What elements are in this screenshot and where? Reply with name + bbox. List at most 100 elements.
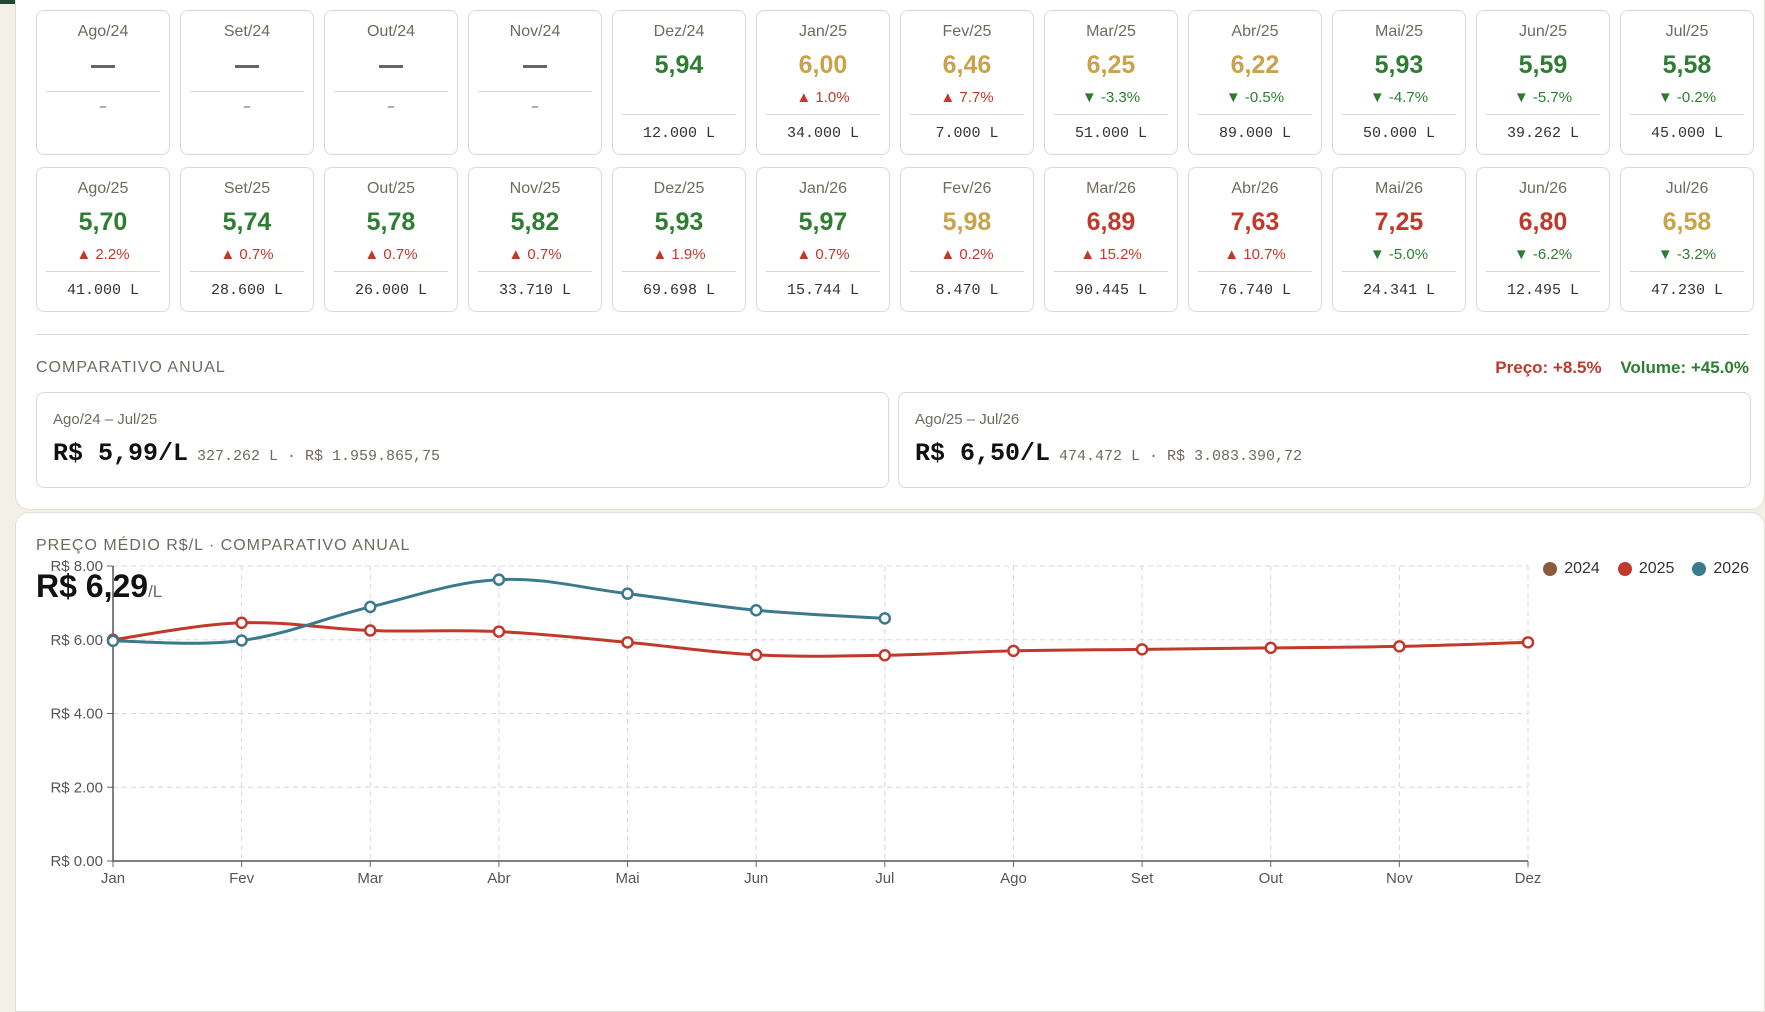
period-avg-price: R$ 6,50/L: [915, 439, 1051, 468]
x-tick-label: Jul: [875, 870, 894, 887]
month-label: Jul/26: [1665, 180, 1709, 197]
month-price: 7,63: [1230, 208, 1280, 236]
y-tick-label: R$ 2.00: [50, 779, 103, 796]
month-price: 6,89: [1086, 208, 1136, 236]
triangle-up-icon: ▲: [1080, 246, 1100, 263]
month-label: Jun/25: [1518, 23, 1568, 40]
data-point-2026: [878, 612, 892, 625]
month-cards-row-1: Ago/24 – Set/24 – Out/24 – Nov/24 – Dez/24 5,94 12…: [36, 10, 1754, 155]
annual-summary: Preço: +8.5% Volume: +45.0%: [1495, 358, 1749, 378]
month-card: Set/24 –: [180, 10, 314, 155]
change-percent: 0.7%: [815, 246, 850, 263]
data-point-2026: [749, 604, 763, 617]
card-divider: [1198, 271, 1312, 272]
period-avg-price: R$ 5,99/L: [53, 439, 189, 468]
card-divider: [1486, 114, 1600, 115]
month-card: Abr/25 6,22 ▼ -0.5% 89.000 L: [1188, 10, 1322, 155]
month-card: Jun/26 6,80 ▼ -6.2% 12.495 L: [1476, 167, 1610, 312]
empty-dash-icon: [91, 64, 115, 68]
triangle-down-icon: ▼: [1513, 89, 1533, 106]
triangle-up-icon: ▲: [220, 246, 240, 263]
y-tick-label: R$ 0.00: [50, 853, 103, 870]
empty-dash-icon: [235, 64, 259, 68]
change-percent: 1.0%: [815, 89, 850, 106]
data-point-2026: [235, 634, 248, 647]
month-label: Out/24: [366, 23, 416, 40]
month-price: 6,58: [1662, 208, 1712, 236]
series-line-2025: [112, 621, 1529, 658]
month-volume: 47.230 L: [1650, 282, 1723, 299]
month-price: 5,74: [222, 208, 272, 236]
card-divider: [1630, 114, 1744, 115]
month-card: Abr/26 7,63 ▲ 10.7% 76.740 L: [1188, 167, 1322, 312]
triangle-up-icon: ▲: [1224, 246, 1244, 263]
month-price: 5,70: [78, 208, 128, 236]
card-divider: [46, 91, 160, 92]
data-point-2025: [492, 625, 506, 638]
month-change: ▲ 0.7%: [757, 246, 889, 263]
month-volume: 28.600 L: [210, 282, 283, 299]
period-label: Ago/24 – Jul/25: [53, 411, 158, 428]
change-percent: -3.3%: [1100, 89, 1141, 106]
volume-change-summary: Volume: +45.0%: [1620, 358, 1749, 377]
legend-dot-icon: [1692, 562, 1707, 576]
card-divider: [1342, 114, 1456, 115]
month-card: Jan/26 5,97 ▲ 0.7% 15.744 L: [756, 167, 890, 312]
month-change: ▼ -3.3%: [1045, 89, 1177, 106]
card-divider: [1054, 114, 1168, 115]
x-tick-label: Dez: [1515, 870, 1542, 887]
month-price: 6,22: [1230, 51, 1280, 79]
change-percent: -3.2%: [1676, 246, 1717, 263]
month-card: Jan/25 6,00 ▲ 1.0% 34.000 L: [756, 10, 890, 155]
period-details: 327.262 L · R$ 1.959.865,75: [197, 448, 441, 465]
card-divider: [766, 271, 880, 272]
triangle-up-icon: ▲: [76, 246, 96, 263]
month-label: Out/25: [366, 180, 416, 197]
triangle-down-icon: ▼: [1369, 89, 1389, 106]
card-divider: [46, 271, 160, 272]
data-point-2025: [1007, 644, 1020, 658]
x-tick-label: Jan: [101, 870, 125, 887]
month-price: 5,94: [654, 51, 704, 79]
card-divider: [910, 114, 1024, 115]
card-divider: [334, 91, 448, 92]
data-point-2025: [1521, 636, 1535, 649]
month-label: Nov/24: [509, 23, 561, 40]
card-divider: [190, 271, 304, 272]
data-point-2026: [106, 634, 120, 648]
change-percent: 0.2%: [959, 246, 994, 263]
month-price: [325, 51, 457, 80]
triangle-down-icon: ▼: [1513, 246, 1533, 263]
month-label: Set/24: [223, 23, 271, 40]
month-label: Mai/26: [1374, 180, 1424, 197]
average-price-unit: /L: [148, 582, 163, 601]
month-price: 5,93: [654, 208, 704, 236]
month-card: Out/24 –: [324, 10, 458, 155]
month-change: ▼ -3.2%: [1621, 246, 1753, 263]
legend-dot-icon: [1543, 562, 1558, 576]
month-label: Fev/25: [942, 23, 992, 40]
month-card: Mai/26 7,25 ▼ -5.0% 24.341 L: [1332, 167, 1466, 312]
month-price: [469, 51, 601, 80]
data-point-2025: [621, 636, 634, 649]
month-price: 6,80: [1518, 208, 1568, 236]
month-card: Dez/24 5,94 12.000 L: [612, 10, 746, 155]
month-volume: 12.495 L: [1506, 282, 1579, 299]
data-point-2025: [1393, 640, 1406, 653]
x-tick-label: Mar: [357, 870, 383, 887]
chart-title: PREÇO MÉDIO R$/L · COMPARATIVO ANUAL: [36, 537, 411, 554]
month-price: 5,78: [366, 208, 416, 236]
card-divider: [1342, 271, 1456, 272]
y-tick-label: R$ 4.00: [50, 706, 103, 723]
x-tick-label: Out: [1259, 870, 1284, 887]
month-volume: 15.744 L: [786, 282, 859, 299]
month-volume: 34.000 L: [786, 125, 859, 142]
triangle-up-icon: ▲: [940, 89, 960, 106]
month-change: ▲ 7.7%: [901, 89, 1033, 106]
month-label: Dez/25: [653, 180, 705, 197]
month-label: Mai/25: [1374, 23, 1424, 40]
change-percent: -5.0%: [1388, 246, 1429, 263]
month-change: ▼ -5.0%: [1333, 246, 1465, 263]
period-label: Ago/25 – Jul/26: [915, 411, 1020, 428]
month-change: ▲ 15.2%: [1045, 246, 1177, 263]
